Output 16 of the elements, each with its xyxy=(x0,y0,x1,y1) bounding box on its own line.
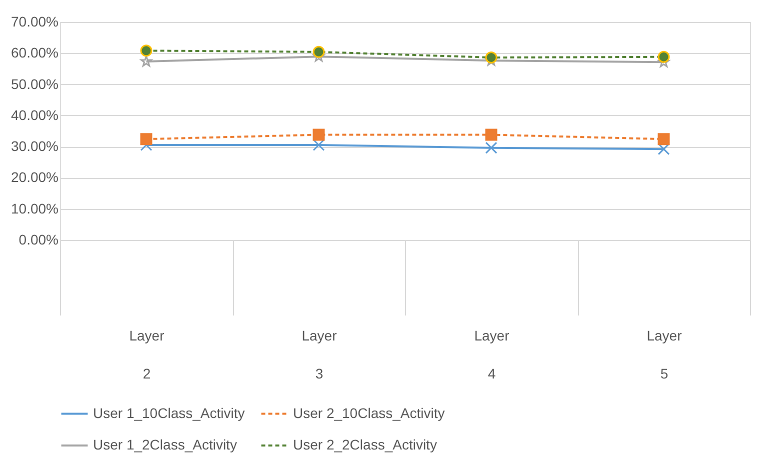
y-tick-label: 30.00% xyxy=(11,138,58,154)
category-label: Layer 3 xyxy=(302,328,337,382)
y-tick-label: 60.00% xyxy=(11,44,58,61)
legend-label: User 2_2Class_Activity xyxy=(293,436,437,452)
category-label: Layer 5 xyxy=(646,328,682,382)
y-tick-label: 0.00% xyxy=(18,232,58,248)
legend-label: User 2_10Class_Activity xyxy=(293,404,445,421)
category-label: Layer 4 xyxy=(474,328,510,382)
y-tick-label: 40.00% xyxy=(11,106,58,123)
y-tick-label: 10.00% xyxy=(11,200,58,216)
y-tick-label: 70.00% xyxy=(11,14,58,30)
y-tick-label: 20.00% xyxy=(11,169,58,186)
category-label: Layer 2 xyxy=(129,328,164,382)
legend-label: User 1_10Class_Activity xyxy=(93,404,245,421)
legend-label: User 1_2Class_Activity xyxy=(93,436,237,452)
y-tick-label: 50.00% xyxy=(11,76,58,92)
